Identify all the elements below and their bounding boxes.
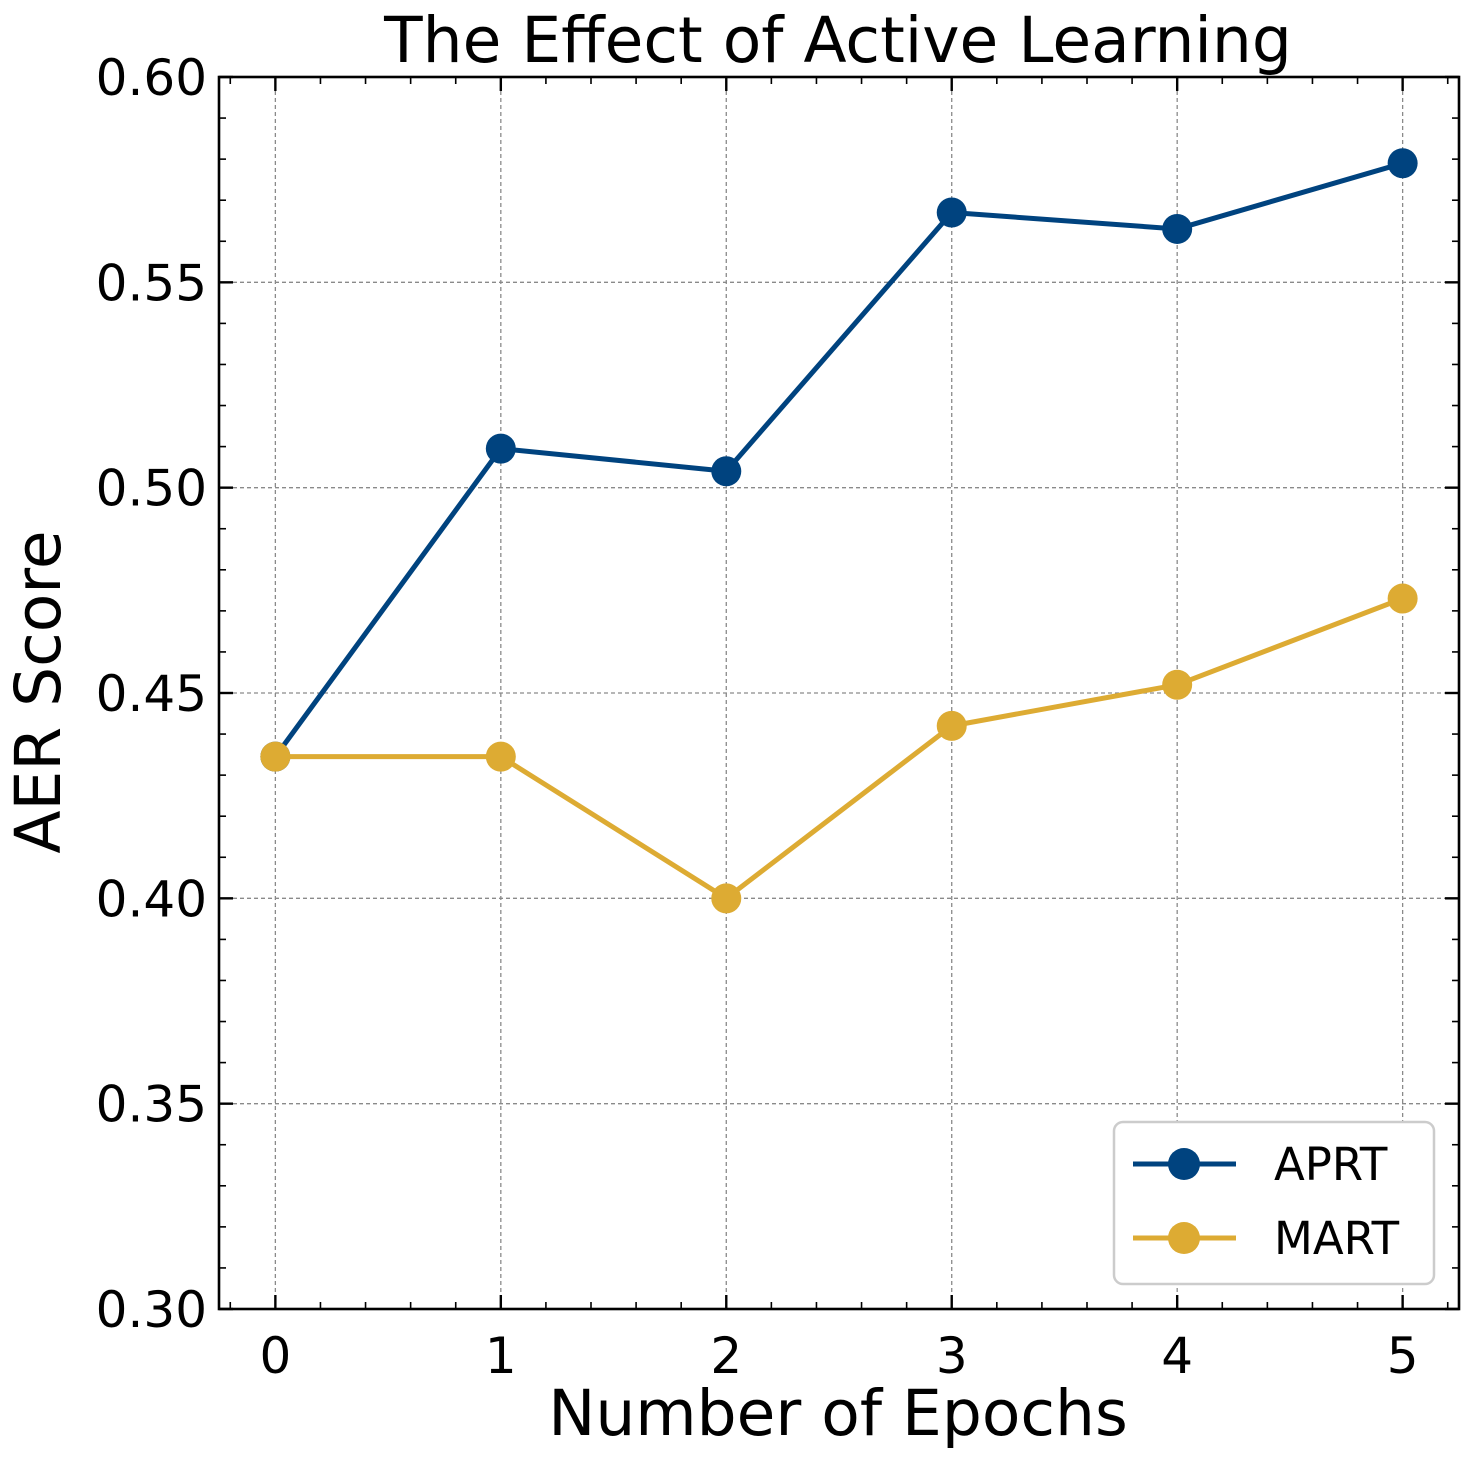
x-tick-label: 5 [1387, 1327, 1419, 1385]
x-tick-label: 1 [485, 1327, 517, 1385]
data-point-aprt [1387, 148, 1418, 179]
x-tick-label: 4 [1161, 1327, 1193, 1385]
series-aprt [260, 148, 1418, 772]
data-point-mart [485, 741, 516, 772]
data-point-mart [260, 741, 291, 772]
x-tick-label: 0 [259, 1327, 291, 1385]
legend-marker-mart [1168, 1222, 1200, 1254]
y-tick-label: 0.45 [96, 665, 207, 723]
data-point-aprt [485, 433, 516, 464]
x-tick-label: 3 [936, 1327, 968, 1385]
data-point-aprt [936, 197, 967, 228]
ticks [219, 75, 1459, 1311]
chart-title: The Effect of Active Learning [383, 4, 1292, 77]
x-axis-label: Number of Epochs [548, 1377, 1128, 1450]
legend: APRT MART [1112, 1120, 1436, 1286]
y-tick-label: 0.30 [96, 1281, 207, 1339]
y-tick-label: 0.60 [96, 49, 207, 107]
y-tick-label: 0.50 [96, 460, 207, 518]
data-point-mart [936, 710, 967, 741]
y-axis-label: AER Score [2, 530, 75, 853]
data-point-mart [1387, 583, 1418, 614]
y-tick-label: 0.35 [96, 1076, 207, 1134]
series-group [260, 148, 1418, 914]
legend-entry-mart: MART [1133, 1212, 1400, 1265]
data-point-mart [1162, 669, 1193, 700]
data-point-aprt [711, 456, 742, 487]
legend-label-aprt: APRT [1274, 1138, 1388, 1191]
data-point-aprt [1162, 213, 1193, 244]
legend-marker-aprt [1168, 1148, 1200, 1180]
series-mart [260, 583, 1418, 914]
legend-entry-aprt: APRT [1133, 1138, 1388, 1191]
data-point-mart [711, 883, 742, 914]
y-tick-label: 0.55 [96, 254, 207, 312]
y-tick-label: 0.40 [96, 870, 207, 928]
series-line-mart [272, 596, 1406, 901]
series-line-aprt [272, 160, 1406, 760]
tick-labels: 0 1 2 3 4 5 0.30 0.35 0.40 0.45 0.50 0.55 0.60 [96, 49, 1419, 1385]
legend-label-mart: MART [1274, 1212, 1400, 1265]
x-tick-label: 2 [710, 1327, 742, 1385]
